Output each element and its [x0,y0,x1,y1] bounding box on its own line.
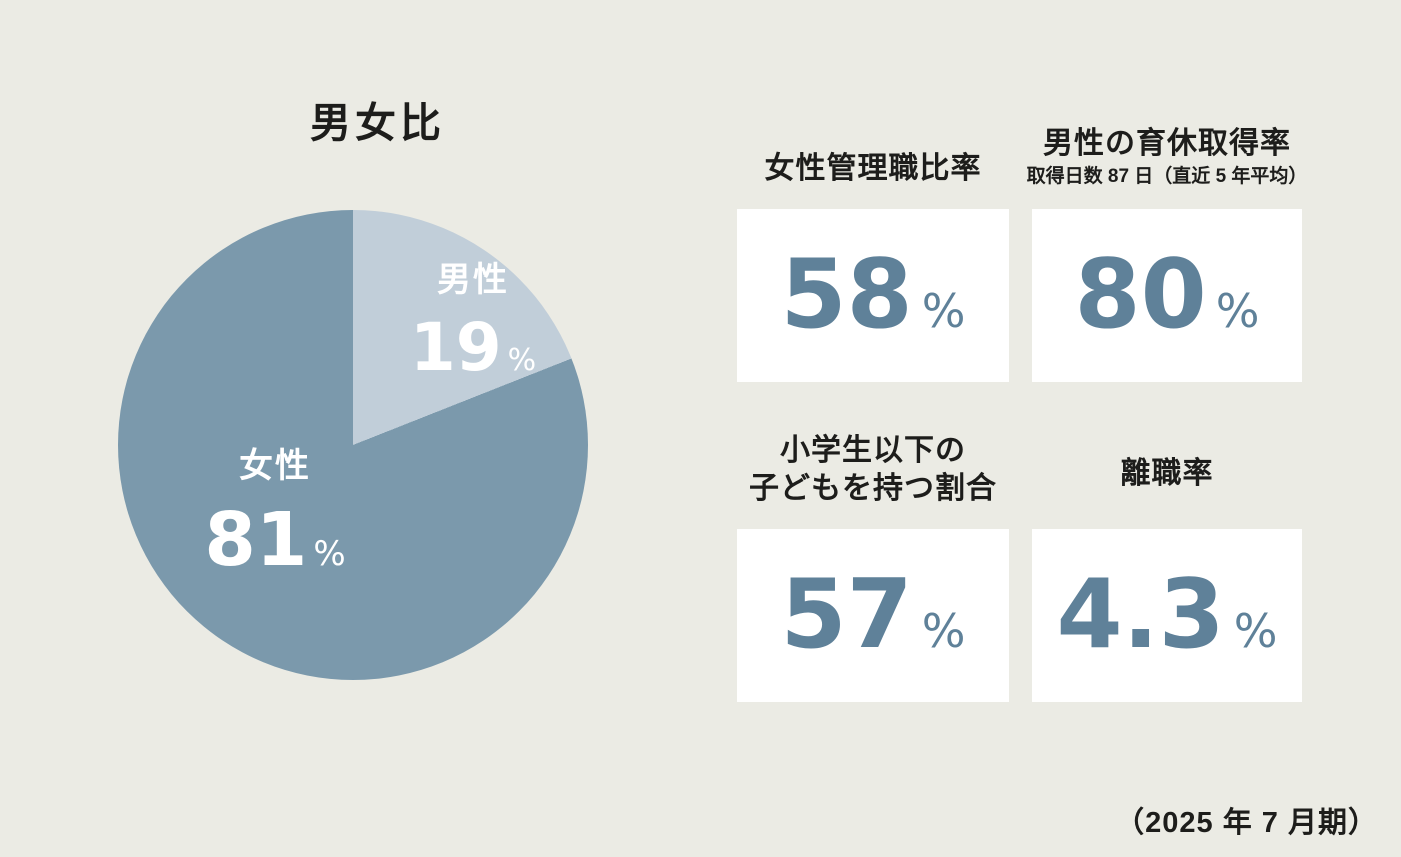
stat-value-male-parental-leave: 80 [1074,240,1207,350]
stat-value-row-female-managers: 58% [781,248,966,343]
gender-pie-chart: 男性 19% 女性 81% [118,210,588,680]
stat-value-row-turnover-rate: 4.3% [1056,568,1277,663]
stat-unit-turnover-rate: % [1233,604,1278,658]
stat-unit-male-parental-leave: % [1215,284,1260,338]
stat-card-female-managers: 58% [737,209,1009,382]
pie-slice-label-male: 男性 19% [398,261,548,381]
pie-slice-label-female: 女性 81% [175,447,375,577]
stat-header-children-ratio: 小学生以下の 子どもを持つ割合 [737,434,1009,529]
female-slice-name: 女性 [239,447,311,485]
stat-title-female-managers: 女性管理職比率 [764,151,982,185]
stat-unit-children-ratio: % [921,604,966,658]
stat-title-turnover-rate: 離職率 [1120,456,1214,490]
female-slice-value: 81 [204,497,308,584]
stat-value-turnover-rate: 4.3 [1056,560,1225,670]
female-slice-value-row: 81% [175,503,375,577]
stat-block-male-parental-leave: 男性の育休取得率 取得日数 87 日（直近 5 年平均） 80% [1027,120,1308,382]
stat-card-male-parental-leave: 80% [1032,209,1302,382]
stat-subtitle-male-parental-leave: 取得日数 87 日（直近 5 年平均） [1026,166,1308,188]
stat-card-children-ratio: 57% [737,529,1009,702]
stat-value-row-male-parental-leave: 80% [1075,248,1260,343]
female-slice-unit: % [313,534,346,575]
stat-block-children-ratio: 小学生以下の 子どもを持つ割合 57% [737,434,1009,702]
pie-chart-title: 男女比 [310,100,445,147]
male-slice-value: 19 [409,309,502,387]
stat-block-female-managers: 女性管理職比率 58% [737,120,1009,382]
male-slice-value-row: 19% [398,315,548,381]
stat-block-turnover-rate: 離職率 4.3% [1032,440,1302,702]
stat-header-male-parental-leave: 男性の育休取得率 取得日数 87 日（直近 5 年平均） [1027,120,1308,209]
male-slice-unit: % [507,343,537,379]
stat-header-female-managers: 女性管理職比率 [737,120,1009,209]
stat-value-children-ratio: 57 [780,560,913,670]
stat-title-children-ratio: 小学生以下の 子どもを持つ割合 [749,434,997,505]
stat-header-turnover-rate: 離職率 [1032,440,1302,529]
stat-value-row-children-ratio: 57% [781,568,966,663]
male-slice-name: 男性 [437,261,509,299]
stat-card-turnover-rate: 4.3% [1032,529,1302,702]
stat-title-male-parental-leave: 男性の育休取得率 [1043,126,1291,160]
stat-value-female-managers: 58 [780,240,913,350]
stat-unit-female-managers: % [921,284,966,338]
fiscal-period-note: （2025 年 7 月期） [1115,807,1378,839]
